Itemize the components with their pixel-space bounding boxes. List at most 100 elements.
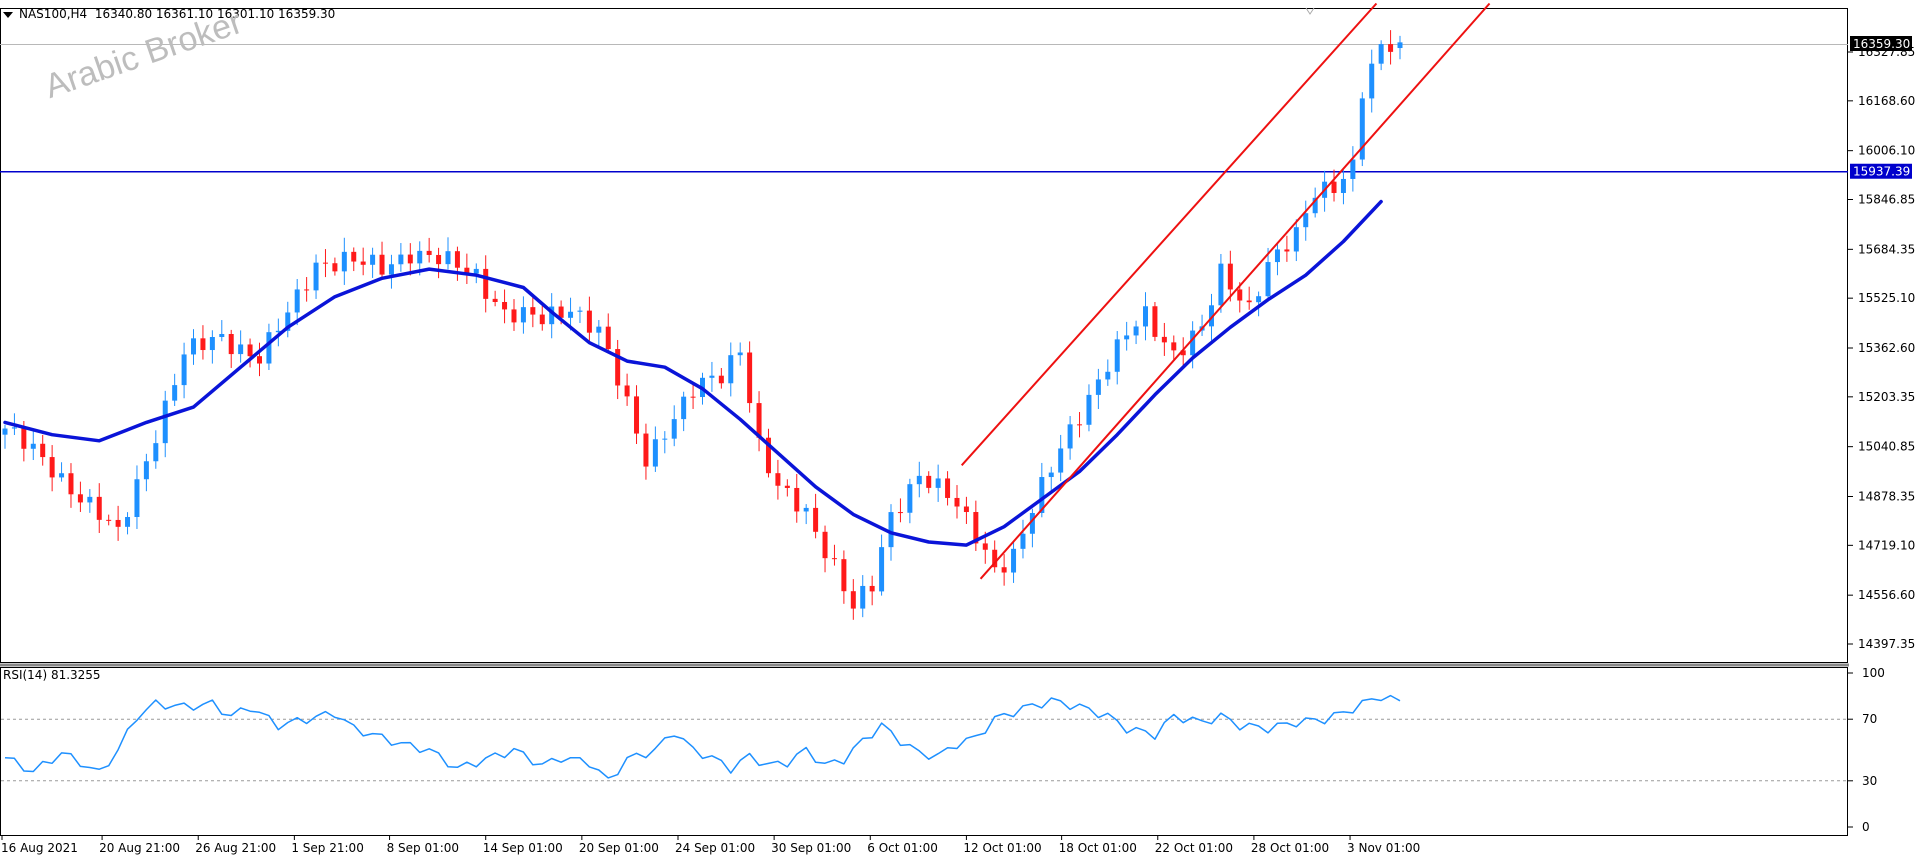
candle-body [850, 591, 856, 609]
candle-body [115, 519, 121, 527]
candle [1114, 331, 1120, 385]
time-tick-label: 28 Oct 01:00 [1251, 841, 1329, 855]
price-tick-label: 16006.10 [1858, 144, 1915, 158]
candle-body [737, 352, 743, 356]
candle [926, 471, 932, 494]
candle-body [1293, 227, 1299, 252]
candle [963, 496, 969, 524]
candle-body [143, 461, 149, 480]
main-chart-frame [0, 7, 1920, 836]
candle [945, 471, 951, 506]
candle [841, 550, 847, 604]
candle-body [1397, 42, 1403, 49]
candle-body [690, 396, 696, 398]
candle-body [558, 306, 564, 318]
candle-body [1227, 263, 1233, 290]
candle-body [747, 352, 753, 404]
candle-body [219, 334, 225, 338]
candle-body [322, 262, 328, 264]
candle [1190, 321, 1196, 369]
time-tick-label: 24 Sep 01:00 [675, 841, 755, 855]
candle-body [436, 254, 442, 265]
candle-body [285, 312, 291, 331]
candle [1086, 384, 1092, 432]
price-tick-label: 14397.35 [1858, 637, 1915, 651]
candle-body [577, 310, 583, 312]
candle [502, 289, 508, 324]
price-tick-label: 15846.85 [1858, 193, 1915, 207]
channel-lower-line[interactable] [979, 2, 1491, 580]
candle-body [134, 479, 140, 517]
candle [351, 247, 357, 272]
trend-channel[interactable] [960, 2, 1491, 580]
candle [577, 306, 583, 323]
candle [379, 241, 385, 280]
candle [1058, 434, 1064, 482]
candle-body [153, 443, 159, 462]
candle [1274, 244, 1280, 276]
candle [96, 483, 102, 534]
candle [115, 505, 121, 541]
time-tick-label: 22 Oct 01:00 [1155, 841, 1233, 855]
candle [1265, 247, 1271, 302]
candle-body [945, 478, 951, 498]
rsi-panel [1, 694, 1847, 782]
candle-body [59, 473, 65, 478]
candle [879, 534, 885, 596]
rsi-header: RSI(14) 81.3255 [3, 668, 101, 682]
candle [492, 290, 498, 307]
candle-body [1001, 567, 1007, 573]
candle-body [1265, 262, 1271, 297]
candle-body [1388, 44, 1394, 52]
candle [935, 464, 941, 502]
price-axis: 16327.8516168.6016006.1015846.8515684.35… [1848, 0, 1920, 860]
candle-body [511, 309, 517, 323]
ma-line [3, 199, 1383, 547]
candle-body [68, 473, 74, 495]
candle-body [822, 531, 828, 559]
rsi-line [4, 694, 1401, 779]
candle [40, 434, 46, 466]
rsi-tick-label: 100 [1862, 666, 1885, 680]
candle-body [831, 558, 837, 560]
candle-body [1359, 98, 1365, 160]
candle [1124, 321, 1130, 351]
price-tick-label: 14556.60 [1858, 588, 1915, 602]
dropdown-triangle-icon[interactable] [3, 11, 13, 18]
candle [436, 247, 442, 279]
candle [1048, 466, 1054, 491]
candle [897, 498, 903, 523]
candle [1001, 554, 1007, 586]
candle [87, 489, 93, 513]
candle-body [1133, 326, 1139, 336]
candle [992, 540, 998, 573]
rsi-tick-label: 30 [1862, 774, 1877, 788]
candle-body [1303, 213, 1309, 228]
candle-body [125, 516, 131, 527]
price-tick-label: 14878.35 [1858, 489, 1915, 503]
candle-body [209, 337, 215, 351]
candle [916, 461, 922, 498]
candle [256, 342, 262, 377]
channel-upper-line[interactable] [960, 2, 1378, 466]
candle-body [841, 559, 847, 592]
candle [332, 257, 338, 276]
candle [1218, 253, 1224, 313]
candle [634, 385, 640, 445]
candle [765, 428, 771, 478]
candle [1293, 219, 1299, 262]
candle-body [1246, 300, 1252, 303]
candle [77, 481, 83, 512]
candle-body [794, 487, 800, 512]
candle-body [879, 547, 885, 592]
candle-body [728, 355, 734, 384]
candle-body [926, 475, 932, 488]
time-tick-label: 8 Sep 01:00 [387, 841, 459, 855]
candle [737, 342, 743, 366]
candle [398, 243, 404, 272]
candle [624, 373, 630, 406]
candle-body [1039, 477, 1045, 513]
candle [549, 293, 555, 339]
candle [973, 500, 979, 551]
